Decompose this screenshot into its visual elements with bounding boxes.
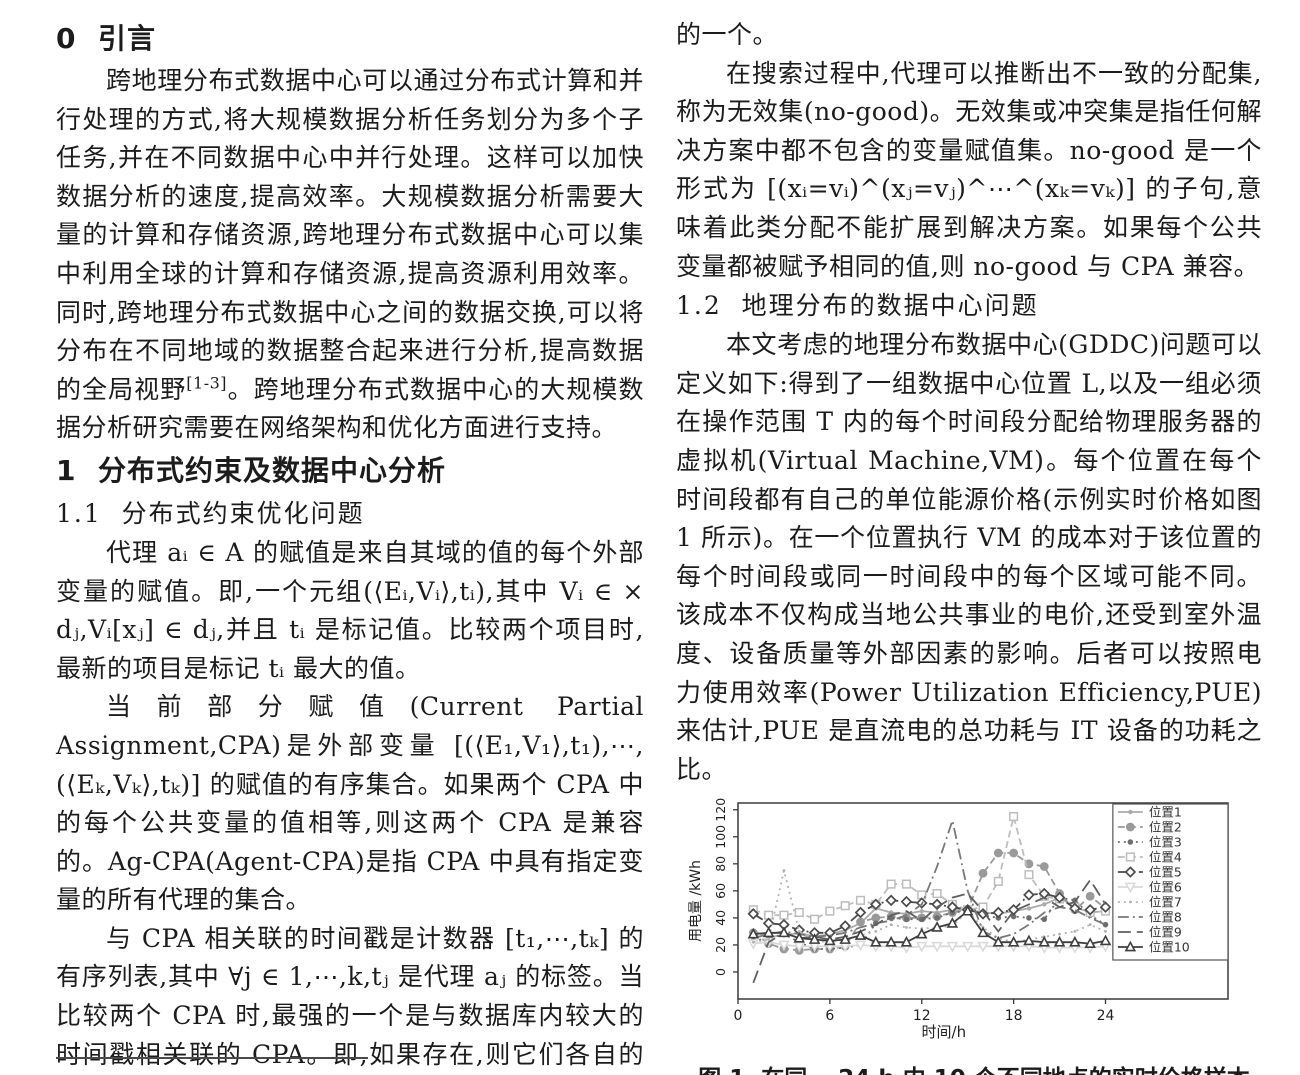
svg-text:位置7: 位置7 (1149, 895, 1182, 910)
svg-text:0: 0 (713, 968, 728, 976)
paragraph-gddc: 本文考虑的地理分布数据中心(GDDC)问题可以定义如下:得到了一组数据中心位置 … (676, 330, 1262, 784)
paragraph-agent-assignment: 代理 aᵢ ∈ A 的赋值是来自其域的值的每个外部变量的赋值。即,一个元组(⟨E… (56, 537, 644, 683)
svg-text:位置6: 位置6 (1149, 880, 1182, 895)
svg-text:120: 120 (713, 798, 728, 822)
paragraph-continuation: 的一个。 (676, 20, 779, 49)
right-column: 的一个。 在搜索过程中,代理可以推断出不一致的分配集,称为无效集(no-good… (676, 16, 1262, 1075)
paragraph-nogood: 在搜索过程中,代理可以推断出不一致的分配集,称为无效集(no-good)。无效集… (676, 58, 1262, 281)
svg-text:6: 6 (825, 1008, 834, 1024)
svg-text:位置10: 位置10 (1149, 940, 1190, 955)
subsection-heading-1-1: 1.1 分布式约束优化问题 (56, 498, 365, 528)
intro-text: 跨地理分布式数据中心可以通过分布式计算和并行处理的方式,将大规模数据分析任务划分… (56, 66, 644, 404)
subsection-heading-1-2: 1.2 地理分布的数据中心问题 (676, 291, 1039, 321)
footnote-divider (56, 1057, 368, 1059)
svg-text:20: 20 (713, 937, 728, 953)
svg-text:位置8: 位置8 (1149, 910, 1182, 925)
svg-text:时间/h: 时间/h (922, 1023, 967, 1041)
svg-text:用电量 /kWh: 用电量 /kWh (688, 860, 704, 942)
svg-text:60: 60 (713, 883, 728, 899)
figure-1: 0 6 12 18 24 0 20 40 60 80 100 120 用电量 /kWh 时间/h 位置1 位置… (676, 795, 1262, 1075)
svg-text:位置5: 位置5 (1149, 865, 1182, 880)
svg-text:12: 12 (913, 1008, 931, 1024)
svg-text:80: 80 (713, 856, 728, 872)
svg-text:24: 24 (1097, 1008, 1115, 1024)
svg-text:18: 18 (1005, 1008, 1023, 1024)
svg-text:位置3: 位置3 (1149, 835, 1182, 850)
section-heading-0: 0 引言 (56, 22, 156, 55)
paragraph-timestamp: 与 CPA 相关联的时间戳是计数器 [t₁,⋯,tₖ] 的有序列表,其中 ∀j … (56, 923, 644, 1069)
svg-text:位置9: 位置9 (1149, 925, 1182, 940)
citation-ref: [1-3] (186, 373, 228, 393)
left-column: 0 引言 跨地理分布式数据中心可以通过分布式计算和并行处理的方式,将大规模数据分… (56, 16, 644, 1075)
paragraph-intro: 跨地理分布式数据中心可以通过分布式计算和并行处理的方式,将大规模数据分析任务划分… (56, 62, 644, 448)
svg-text:40: 40 (713, 910, 728, 926)
svg-text:位置2: 位置2 (1149, 820, 1182, 835)
intro-text-after: 。跨地理分布式数据中心的大规模数据分析研究需要在网络架构和优化方面进行支持。 (56, 374, 644, 443)
svg-text:位置4: 位置4 (1149, 850, 1182, 865)
svg-text:0: 0 (734, 1008, 743, 1024)
section-heading-1: 1 分布式约束及数据中心分析 (56, 453, 446, 487)
paragraph-cpa: 当前部分赋值(Current Partial Assignment,CPA)是外… (56, 692, 644, 915)
figure-1-caption: 图 1 在同一 24 h 内 10 个不同地点的实时价格样本 (686, 1059, 1262, 1075)
svg-text:100: 100 (713, 825, 728, 849)
svg-text:位置1: 位置1 (1149, 805, 1182, 820)
